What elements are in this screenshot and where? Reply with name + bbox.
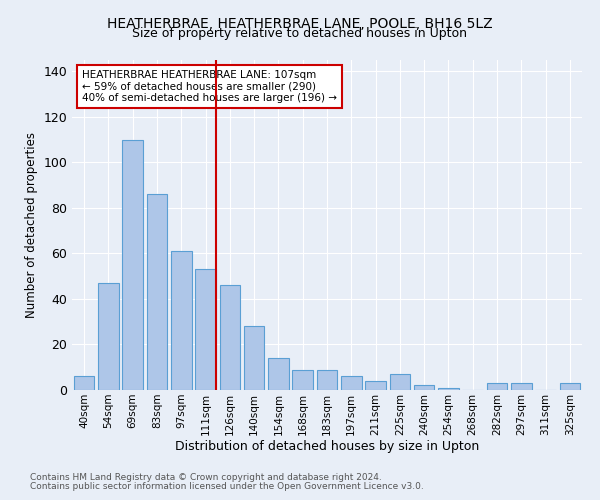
Bar [244,326,265,390]
X-axis label: Distribution of detached houses by size in Upton: Distribution of detached houses by size … [175,440,479,454]
Bar [292,370,313,390]
Bar [414,386,434,390]
Bar [122,140,143,390]
Bar [195,270,216,390]
Text: Contains public sector information licensed under the Open Government Licence v3: Contains public sector information licen… [30,482,424,491]
Bar [98,283,119,390]
Text: HEATHERBRAE HEATHERBRAE LANE: 107sqm
← 59% of detached houses are smaller (290)
: HEATHERBRAE HEATHERBRAE LANE: 107sqm ← 5… [82,70,337,103]
Bar [438,388,459,390]
Bar [146,194,167,390]
Text: Size of property relative to detached houses in Upton: Size of property relative to detached ho… [133,28,467,40]
Y-axis label: Number of detached properties: Number of detached properties [25,132,38,318]
Bar [560,383,580,390]
Text: Contains HM Land Registry data © Crown copyright and database right 2024.: Contains HM Land Registry data © Crown c… [30,474,382,482]
Bar [341,376,362,390]
Bar [220,286,240,390]
Bar [511,383,532,390]
Bar [268,358,289,390]
Bar [171,251,191,390]
Bar [389,374,410,390]
Bar [365,381,386,390]
Bar [74,376,94,390]
Bar [487,383,508,390]
Bar [317,370,337,390]
Text: HEATHERBRAE, HEATHERBRAE LANE, POOLE, BH16 5LZ: HEATHERBRAE, HEATHERBRAE LANE, POOLE, BH… [107,18,493,32]
